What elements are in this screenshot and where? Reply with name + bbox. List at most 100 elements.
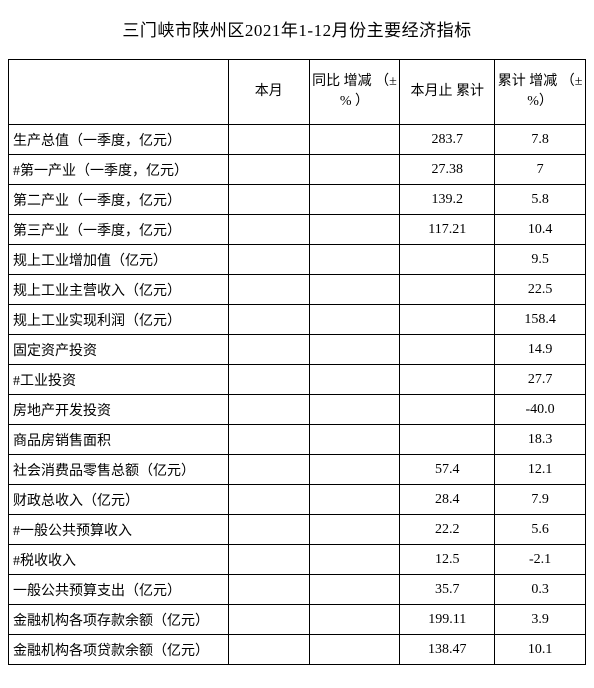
cell-m bbox=[228, 365, 309, 395]
cell-cumyoy: 5.8 bbox=[495, 185, 586, 215]
cell-cum bbox=[400, 275, 495, 305]
table-row: 生产总值（一季度，亿元） 283.77.8 bbox=[9, 125, 586, 155]
cell-m bbox=[228, 155, 309, 185]
cell-yoy bbox=[309, 515, 400, 545]
col-header-cum: 本月止 累计 bbox=[400, 60, 495, 125]
cell-yoy bbox=[309, 635, 400, 665]
col-header-yoy: 同比 增减 （±% ） bbox=[309, 60, 400, 125]
cell-m bbox=[228, 305, 309, 335]
page-title: 三门峡市陕州区2021年1-12月份主要经济指标 bbox=[8, 16, 586, 41]
cell-yoy bbox=[309, 485, 400, 515]
cell-cumyoy: 5.6 bbox=[495, 515, 586, 545]
row-label: 规上工业实现利润（亿元） bbox=[9, 305, 229, 335]
row-label: 规上工业增加值（亿元） bbox=[9, 245, 229, 275]
cell-m bbox=[228, 605, 309, 635]
cell-yoy bbox=[309, 545, 400, 575]
cell-cum bbox=[400, 395, 495, 425]
cell-yoy bbox=[309, 395, 400, 425]
table-row: #第一产业（一季度，亿元） 27.387 bbox=[9, 155, 586, 185]
cell-cum: 199.11 bbox=[400, 605, 495, 635]
row-label: 第二产业（一季度，亿元） bbox=[9, 185, 229, 215]
cell-m bbox=[228, 275, 309, 305]
row-label: 第三产业（一季度，亿元） bbox=[9, 215, 229, 245]
row-label: #第一产业（一季度，亿元） bbox=[9, 155, 229, 185]
cell-cumyoy: 22.5 bbox=[495, 275, 586, 305]
row-label: 商品房销售面积 bbox=[9, 425, 229, 455]
row-label: 一般公共预算支出（亿元） bbox=[9, 575, 229, 605]
cell-cumyoy: 14.9 bbox=[495, 335, 586, 365]
cell-yoy bbox=[309, 455, 400, 485]
econ-table: 本月 同比 增减 （±% ） 本月止 累计 累计 增减 （±%） 生产总值（一季… bbox=[8, 59, 586, 665]
row-label: 社会消费品零售总额（亿元） bbox=[9, 455, 229, 485]
table-row: 第三产业（一季度，亿元） 117.2110.4 bbox=[9, 215, 586, 245]
cell-cumyoy: 9.5 bbox=[495, 245, 586, 275]
cell-yoy bbox=[309, 425, 400, 455]
table-header-row: 本月 同比 增减 （±% ） 本月止 累计 累计 增减 （±%） bbox=[9, 60, 586, 125]
row-label: #税收收入 bbox=[9, 545, 229, 575]
row-label: 金融机构各项存款余额（亿元） bbox=[9, 605, 229, 635]
cell-cumyoy: -40.0 bbox=[495, 395, 586, 425]
table-row: #税收收入 12.5-2.1 bbox=[9, 545, 586, 575]
cell-cumyoy: 158.4 bbox=[495, 305, 586, 335]
table-row: #一般公共预算收入 22.25.6 bbox=[9, 515, 586, 545]
cell-cumyoy: 10.1 bbox=[495, 635, 586, 665]
cell-yoy bbox=[309, 575, 400, 605]
table-row: 社会消费品零售总额（亿元）57.412.1 bbox=[9, 455, 586, 485]
table-row: 一般公共预算支出（亿元）35.70.3 bbox=[9, 575, 586, 605]
cell-cum bbox=[400, 335, 495, 365]
table-row: 商品房销售面积 18.3 bbox=[9, 425, 586, 455]
cell-m bbox=[228, 425, 309, 455]
cell-yoy bbox=[309, 185, 400, 215]
cell-yoy bbox=[309, 245, 400, 275]
table-row: 规上工业主营收入（亿元） 22.5 bbox=[9, 275, 586, 305]
cell-cum: 27.38 bbox=[400, 155, 495, 185]
row-label: #一般公共预算收入 bbox=[9, 515, 229, 545]
row-label: 固定资产投资 bbox=[9, 335, 229, 365]
row-label: 规上工业主营收入（亿元） bbox=[9, 275, 229, 305]
cell-yoy bbox=[309, 335, 400, 365]
cell-m bbox=[228, 635, 309, 665]
cell-cum bbox=[400, 365, 495, 395]
cell-cumyoy: 10.4 bbox=[495, 215, 586, 245]
cell-yoy bbox=[309, 125, 400, 155]
col-header-cumyoy: 累计 增减 （±%） bbox=[495, 60, 586, 125]
cell-cumyoy: 7.9 bbox=[495, 485, 586, 515]
col-header-indicator bbox=[9, 60, 229, 125]
cell-cumyoy: 27.7 bbox=[495, 365, 586, 395]
row-label: 金融机构各项贷款余额（亿元） bbox=[9, 635, 229, 665]
table-row: 规上工业实现利润（亿元） 158.4 bbox=[9, 305, 586, 335]
cell-cum: 283.7 bbox=[400, 125, 495, 155]
cell-cumyoy: 7 bbox=[495, 155, 586, 185]
row-label: 财政总收入（亿元） bbox=[9, 485, 229, 515]
cell-cum: 138.47 bbox=[400, 635, 495, 665]
cell-cumyoy: 3.9 bbox=[495, 605, 586, 635]
row-label: 房地产开发投资 bbox=[9, 395, 229, 425]
table-row: 房地产开发投资 -40.0 bbox=[9, 395, 586, 425]
table-row: 金融机构各项存款余额（亿元） 199.113.9 bbox=[9, 605, 586, 635]
cell-cumyoy: 7.8 bbox=[495, 125, 586, 155]
cell-m bbox=[228, 455, 309, 485]
cell-yoy bbox=[309, 305, 400, 335]
row-label: #工业投资 bbox=[9, 365, 229, 395]
cell-yoy bbox=[309, 605, 400, 635]
cell-cum: 57.4 bbox=[400, 455, 495, 485]
cell-cum: 22.2 bbox=[400, 515, 495, 545]
cell-cum bbox=[400, 305, 495, 335]
cell-m bbox=[228, 575, 309, 605]
cell-cum bbox=[400, 425, 495, 455]
table-row: 规上工业增加值（亿元） 9.5 bbox=[9, 245, 586, 275]
table-row: 金融机构各项贷款余额（亿元） 138.4710.1 bbox=[9, 635, 586, 665]
cell-cumyoy: -2.1 bbox=[495, 545, 586, 575]
cell-cumyoy: 18.3 bbox=[495, 425, 586, 455]
cell-yoy bbox=[309, 365, 400, 395]
cell-cum: 12.5 bbox=[400, 545, 495, 575]
row-label: 生产总值（一季度，亿元） bbox=[9, 125, 229, 155]
cell-m bbox=[228, 395, 309, 425]
table-row: 财政总收入（亿元）28.47.9 bbox=[9, 485, 586, 515]
cell-yoy bbox=[309, 275, 400, 305]
cell-m bbox=[228, 335, 309, 365]
cell-m bbox=[228, 485, 309, 515]
cell-yoy bbox=[309, 215, 400, 245]
cell-m bbox=[228, 125, 309, 155]
cell-cum: 117.21 bbox=[400, 215, 495, 245]
